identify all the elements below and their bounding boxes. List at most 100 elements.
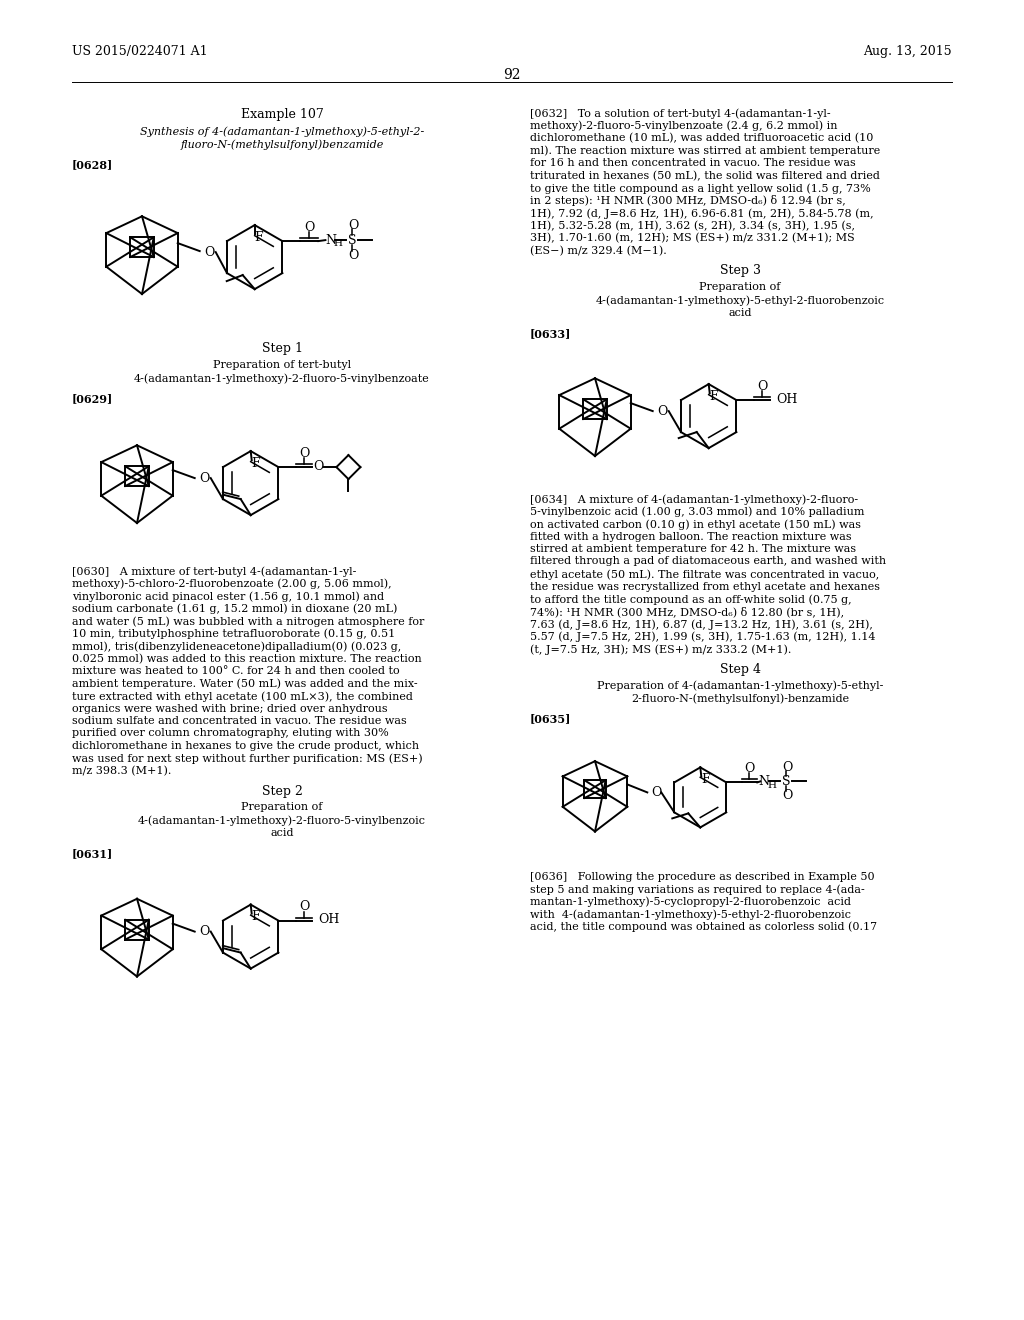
- Text: mixture was heated to 100° C. for 24 h and then cooled to: mixture was heated to 100° C. for 24 h a…: [72, 667, 399, 676]
- Text: O: O: [299, 446, 309, 459]
- Text: S: S: [348, 234, 356, 247]
- Text: 7.63 (d, J=8.6 Hz, 1H), 6.87 (d, J=13.2 Hz, 1H), 3.61 (s, 2H),: 7.63 (d, J=8.6 Hz, 1H), 6.87 (d, J=13.2 …: [530, 619, 872, 630]
- Text: fluoro-N-(methylsulfonyl)benzamide: fluoro-N-(methylsulfonyl)benzamide: [180, 139, 384, 149]
- Text: purified over column chromatography, eluting with 30%: purified over column chromatography, elu…: [72, 729, 389, 738]
- Text: (ES−) m/z 329.4 (M−1).: (ES−) m/z 329.4 (M−1).: [530, 246, 667, 256]
- Text: O: O: [657, 405, 668, 417]
- Text: sodium sulfate and concentrated in vacuo. The residue was: sodium sulfate and concentrated in vacuo…: [72, 715, 407, 726]
- Text: [0629]: [0629]: [72, 393, 114, 404]
- Text: and water (5 mL) was bubbled with a nitrogen atmosphere for: and water (5 mL) was bubbled with a nitr…: [72, 616, 424, 627]
- Text: ture extracted with ethyl acetate (100 mL×3), the combined: ture extracted with ethyl acetate (100 m…: [72, 690, 413, 701]
- Text: US 2015/0224071 A1: US 2015/0224071 A1: [72, 45, 208, 58]
- Text: [0632]   To a solution of tert-butyl 4-(adamantan-1-yl-: [0632] To a solution of tert-butyl 4-(ad…: [530, 108, 830, 119]
- Text: fitted with a hydrogen balloon. The reaction mixture was: fitted with a hydrogen balloon. The reac…: [530, 532, 852, 541]
- Text: acid: acid: [728, 308, 752, 318]
- Text: 74%): ¹H NMR (300 MHz, DMSO-d₆) δ 12.80 (br s, 1H),: 74%): ¹H NMR (300 MHz, DMSO-d₆) δ 12.80 …: [530, 606, 844, 618]
- Text: [0630]   A mixture of tert-butyl 4-(adamantan-1-yl-: [0630] A mixture of tert-butyl 4-(adaman…: [72, 566, 356, 577]
- Text: in 2 steps): ¹H NMR (300 MHz, DMSO-d₆) δ 12.94 (br s,: in 2 steps): ¹H NMR (300 MHz, DMSO-d₆) δ…: [530, 195, 846, 206]
- Text: 1H), 5.32-5.28 (m, 1H), 3.62 (s, 2H), 3.34 (s, 3H), 1.95 (s,: 1H), 5.32-5.28 (m, 1H), 3.62 (s, 2H), 3.…: [530, 220, 855, 231]
- Text: was used for next step without further purification: MS (ES+): was used for next step without further p…: [72, 754, 423, 764]
- Text: 0.025 mmol) was added to this reaction mixture. The reaction: 0.025 mmol) was added to this reaction m…: [72, 653, 422, 664]
- Text: to afford the title compound as an off-white solid (0.75 g,: to afford the title compound as an off-w…: [530, 594, 852, 605]
- Text: with  4-(adamantan-1-ylmethoxy)-5-ethyl-2-fluorobenzoic: with 4-(adamantan-1-ylmethoxy)-5-ethyl-2…: [530, 909, 851, 920]
- Text: Aug. 13, 2015: Aug. 13, 2015: [863, 45, 952, 58]
- Text: to give the title compound as a light yellow solid (1.5 g, 73%: to give the title compound as a light ye…: [530, 183, 870, 194]
- Text: O: O: [651, 785, 662, 799]
- Text: S: S: [782, 775, 791, 788]
- Text: 4-(adamantan-1-ylmethoxy)-5-ethyl-2-fluorobenzoic: 4-(adamantan-1-ylmethoxy)-5-ethyl-2-fluo…: [595, 294, 885, 305]
- Text: O: O: [200, 471, 210, 484]
- Text: [0635]: [0635]: [530, 714, 571, 725]
- Text: OH: OH: [776, 392, 798, 405]
- Text: dichloromethane (10 mL), was added trifluoroacetic acid (10: dichloromethane (10 mL), was added trifl…: [530, 133, 873, 144]
- Text: O: O: [348, 219, 358, 231]
- Text: N: N: [759, 775, 770, 788]
- Text: O: O: [348, 248, 358, 261]
- Text: O: O: [205, 246, 215, 259]
- Text: F: F: [251, 909, 260, 923]
- Text: Example 107: Example 107: [241, 108, 324, 121]
- Text: methoxy)-2-fluoro-5-vinylbenzoate (2.4 g, 6.2 mmol) in: methoxy)-2-fluoro-5-vinylbenzoate (2.4 g…: [530, 120, 838, 131]
- Text: O: O: [200, 925, 210, 939]
- Text: F: F: [701, 774, 710, 785]
- Text: O: O: [757, 380, 768, 392]
- Text: Preparation of 4-(adamantan-1-ylmethoxy)-5-ethyl-: Preparation of 4-(adamantan-1-ylmethoxy)…: [597, 681, 883, 692]
- Text: 5.57 (d, J=7.5 Hz, 2H), 1.99 (s, 3H), 1.75-1.63 (m, 12H), 1.14: 5.57 (d, J=7.5 Hz, 2H), 1.99 (s, 3H), 1.…: [530, 631, 876, 642]
- Text: Step 3: Step 3: [720, 264, 761, 277]
- Text: F: F: [254, 231, 263, 244]
- Text: triturated in hexanes (50 mL), the solid was filtered and dried: triturated in hexanes (50 mL), the solid…: [530, 170, 880, 181]
- Text: 1H), 7.92 (d, J=8.6 Hz, 1H), 6.96-6.81 (m, 2H), 5.84-5.78 (m,: 1H), 7.92 (d, J=8.6 Hz, 1H), 6.96-6.81 (…: [530, 209, 873, 219]
- Text: O: O: [304, 220, 314, 234]
- Text: ambient temperature. Water (50 mL) was added and the mix-: ambient temperature. Water (50 mL) was a…: [72, 678, 418, 689]
- Text: sodium carbonate (1.61 g, 15.2 mmol) in dioxane (20 mL): sodium carbonate (1.61 g, 15.2 mmol) in …: [72, 603, 397, 614]
- Text: 4-(adamantan-1-ylmethoxy)-2-fluoro-5-vinylbenzoate: 4-(adamantan-1-ylmethoxy)-2-fluoro-5-vin…: [134, 374, 430, 384]
- Text: [0628]: [0628]: [72, 158, 114, 170]
- Text: organics were washed with brine; dried over anhydrous: organics were washed with brine; dried o…: [72, 704, 388, 714]
- Text: O: O: [299, 900, 309, 913]
- Text: Preparation of: Preparation of: [242, 803, 323, 813]
- Text: N: N: [325, 234, 336, 247]
- Text: O: O: [782, 760, 793, 774]
- Text: methoxy)-5-chloro-2-fluorobenzoate (2.00 g, 5.06 mmol),: methoxy)-5-chloro-2-fluorobenzoate (2.00…: [72, 578, 391, 589]
- Text: ml). The reaction mixture was stirred at ambient temperature: ml). The reaction mixture was stirred at…: [530, 145, 881, 156]
- Text: O: O: [313, 459, 324, 473]
- Text: on activated carbon (0.10 g) in ethyl acetate (150 mL) was: on activated carbon (0.10 g) in ethyl ac…: [530, 519, 861, 529]
- Text: mmol), tris(dibenzylideneacetone)dipalladium(0) (0.023 g,: mmol), tris(dibenzylideneacetone)dipalla…: [72, 642, 401, 652]
- Text: [0634]   A mixture of 4-(adamantan-1-ylmethoxy)-2-fluoro-: [0634] A mixture of 4-(adamantan-1-ylmet…: [530, 494, 858, 504]
- Text: 3H), 1.70-1.60 (m, 12H); MS (ES+) m/z 331.2 (M+1); MS: 3H), 1.70-1.60 (m, 12H); MS (ES+) m/z 33…: [530, 234, 855, 243]
- Text: (t, J=7.5 Hz, 3H); MS (ES+) m/z 333.2 (M+1).: (t, J=7.5 Hz, 3H); MS (ES+) m/z 333.2 (M…: [530, 644, 792, 655]
- Text: step 5 and making variations as required to replace 4-(ada-: step 5 and making variations as required…: [530, 884, 864, 895]
- Text: acid: acid: [270, 829, 294, 838]
- Text: H: H: [334, 239, 343, 248]
- Text: 5-vinylbenzoic acid (1.00 g, 3.03 mmol) and 10% palladium: 5-vinylbenzoic acid (1.00 g, 3.03 mmol) …: [530, 507, 864, 517]
- Text: m/z 398.3 (M+1).: m/z 398.3 (M+1).: [72, 766, 171, 776]
- Text: [0631]: [0631]: [72, 849, 114, 859]
- Text: [0636]   Following the procedure as described in Example 50: [0636] Following the procedure as descri…: [530, 871, 874, 882]
- Text: mantan-1-ylmethoxy)-5-cyclopropyl-2-fluorobenzoic  acid: mantan-1-ylmethoxy)-5-cyclopropyl-2-fluo…: [530, 896, 851, 907]
- Text: 4-(adamantan-1-ylmethoxy)-2-fluoro-5-vinylbenzoic: 4-(adamantan-1-ylmethoxy)-2-fluoro-5-vin…: [138, 816, 426, 826]
- Text: filtered through a pad of diatomaceous earth, and washed with: filtered through a pad of diatomaceous e…: [530, 557, 886, 566]
- Text: Step 4: Step 4: [720, 663, 761, 676]
- Text: vinylboronic acid pinacol ester (1.56 g, 10.1 mmol) and: vinylboronic acid pinacol ester (1.56 g,…: [72, 591, 384, 602]
- Text: acid, the title compound was obtained as colorless solid (0.17: acid, the title compound was obtained as…: [530, 921, 878, 932]
- Text: ethyl acetate (50 mL). The filtrate was concentrated in vacuo,: ethyl acetate (50 mL). The filtrate was …: [530, 569, 880, 579]
- Text: for 16 h and then concentrated in vacuo. The residue was: for 16 h and then concentrated in vacuo.…: [530, 158, 856, 168]
- Text: Step 1: Step 1: [261, 342, 302, 355]
- Text: Preparation of tert-butyl: Preparation of tert-butyl: [213, 360, 351, 370]
- Text: Synthesis of 4-(adamantan-1-ylmethoxy)-5-ethyl-2-: Synthesis of 4-(adamantan-1-ylmethoxy)-5…: [140, 125, 424, 136]
- Text: dichloromethane in hexanes to give the crude product, which: dichloromethane in hexanes to give the c…: [72, 741, 419, 751]
- Text: O: O: [744, 762, 755, 775]
- Text: the residue was recrystallized from ethyl acetate and hexanes: the residue was recrystallized from ethy…: [530, 582, 880, 591]
- Text: O: O: [782, 789, 793, 801]
- Text: Step 2: Step 2: [261, 784, 302, 797]
- Text: OH: OH: [318, 913, 340, 927]
- Text: H: H: [768, 781, 777, 789]
- Text: Preparation of: Preparation of: [699, 282, 780, 292]
- Text: 10 min, tributylphosphine tetrafluoroborate (0.15 g, 0.51: 10 min, tributylphosphine tetrafluorobor…: [72, 628, 395, 639]
- Text: 92: 92: [503, 69, 521, 82]
- Text: [0633]: [0633]: [530, 327, 571, 339]
- Text: F: F: [710, 389, 718, 403]
- Text: 2-fluoro-N-(methylsulfonyl)-benzamide: 2-fluoro-N-(methylsulfonyl)-benzamide: [631, 693, 849, 704]
- Text: F: F: [251, 457, 260, 470]
- Text: stirred at ambient temperature for 42 h. The mixture was: stirred at ambient temperature for 42 h.…: [530, 544, 856, 554]
